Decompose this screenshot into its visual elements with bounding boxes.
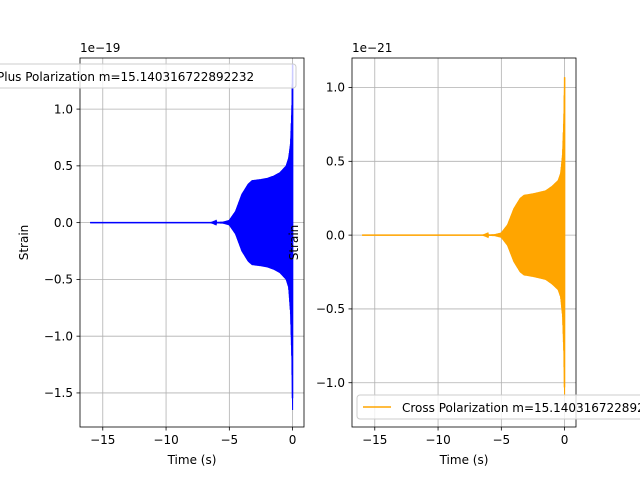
y-tick-label: −1.5 (44, 386, 73, 400)
legend-box (356, 394, 640, 420)
x-tick-label: −10 (153, 433, 178, 447)
y-tick-label: −0.5 (44, 273, 73, 287)
y-tick-label: 0.5 (326, 155, 345, 169)
series-waveform-band (90, 63, 294, 410)
y-tick-label: −1.0 (44, 329, 73, 343)
x-tick-label: 0 (289, 433, 297, 447)
y-tick-label: −0.5 (316, 302, 345, 316)
x-tick-label: −15 (90, 433, 115, 447)
cross-polarization-panel: −15 −10 −5 0 −1.0 −0.5 0.0 0.5 1.0 1e−21 Time (s) S… (287, 41, 640, 467)
y-tick-label: 1.0 (54, 102, 73, 116)
series-waveform-band (362, 77, 566, 398)
y-tick-label: 0.0 (54, 216, 73, 230)
y-tick-label: 0.0 (326, 228, 345, 242)
x-axis-label: Time (s) (439, 453, 489, 467)
x-tick-label: −10 (425, 433, 450, 447)
x-axis-label: Time (s) (167, 453, 217, 467)
y-offset-label: 1e−21 (352, 41, 392, 55)
y-offset-label: 1e−19 (80, 41, 120, 55)
axes-frame (79, 57, 305, 428)
x-tick-label: −15 (362, 433, 387, 447)
legend-label: Cross Polarization m=15.140316722892232 (402, 401, 640, 415)
y-axis-label: Strain (17, 225, 31, 261)
plus-polarization-panel: −15 −10 −5 0 −1.5 −1.0 −0.5 0.0 0.5 1.0 1e−19 Time … (0, 41, 305, 467)
x-tick-label: −5 (220, 433, 238, 447)
y-axis-label: Strain (287, 225, 301, 261)
y-tick-label: 0.5 (54, 159, 73, 173)
legend-box (0, 63, 297, 89)
axes-frame (351, 57, 577, 428)
x-tick-label: 0 (561, 433, 569, 447)
y-tick-label: −1.0 (316, 376, 345, 390)
y-tick-label: 1.0 (326, 81, 345, 95)
legend-label: Plus Polarization m=15.140316722892232 (0, 70, 254, 84)
x-tick-label: −5 (492, 433, 510, 447)
